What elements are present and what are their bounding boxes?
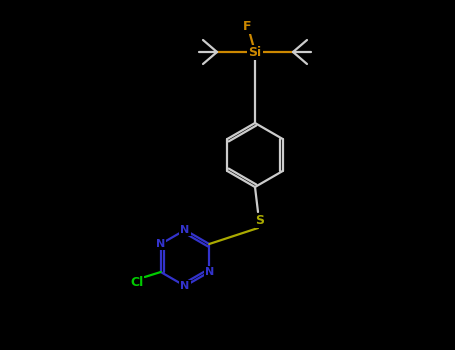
Text: N: N bbox=[180, 225, 190, 235]
Text: N: N bbox=[180, 281, 190, 291]
Text: Si: Si bbox=[248, 46, 262, 58]
Text: Cl: Cl bbox=[130, 275, 143, 288]
Text: F: F bbox=[243, 20, 251, 33]
Text: S: S bbox=[256, 214, 264, 226]
Text: N: N bbox=[205, 267, 214, 277]
Text: N: N bbox=[156, 239, 165, 249]
